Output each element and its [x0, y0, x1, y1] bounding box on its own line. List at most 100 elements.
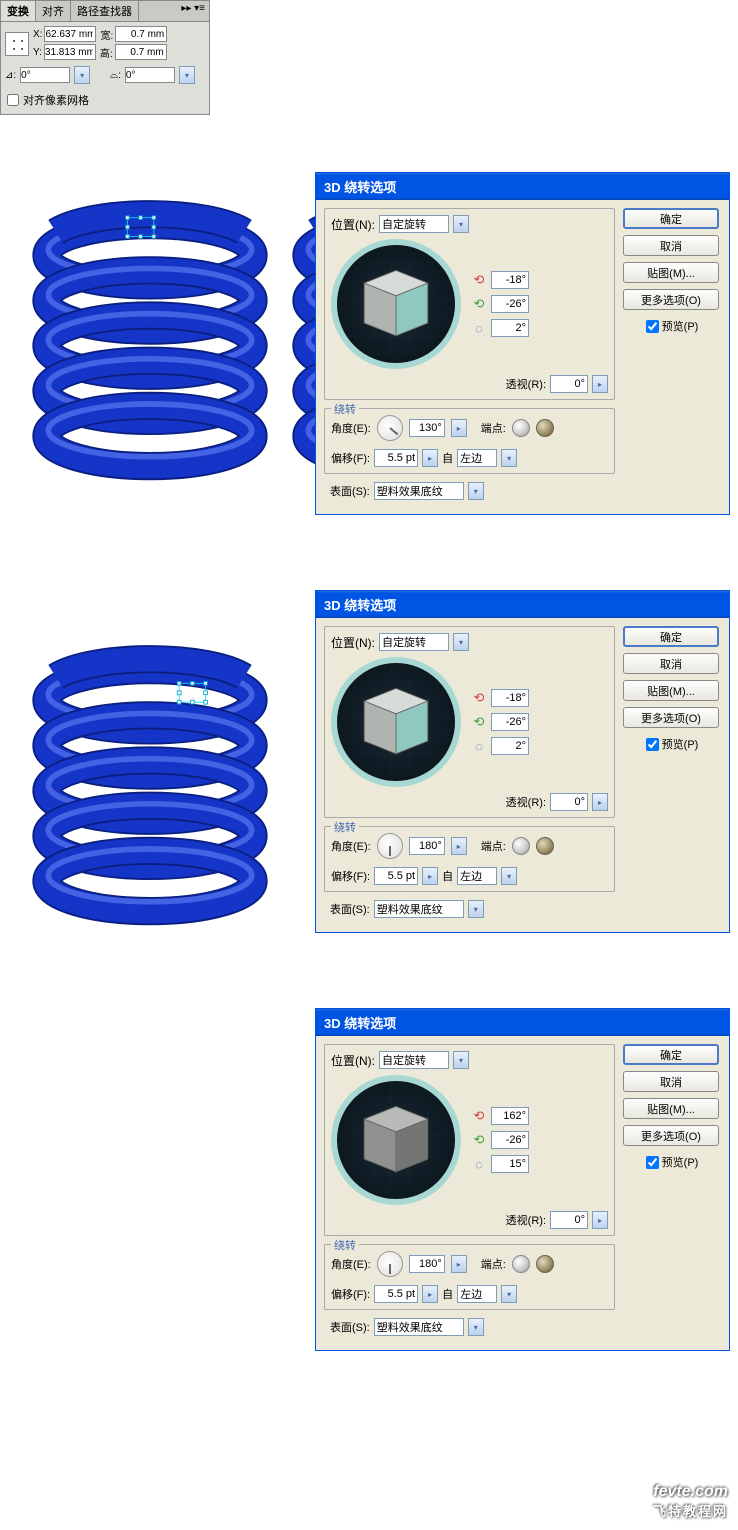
offset-stepper-icon[interactable]: ▸: [422, 867, 438, 885]
z-axis-input[interactable]: [491, 737, 529, 755]
align-pixel-checkbox[interactable]: [7, 94, 19, 106]
y-input[interactable]: [44, 44, 96, 60]
z-axis-input[interactable]: [491, 1155, 529, 1173]
x-axis-input[interactable]: [491, 271, 529, 289]
cancel-button[interactable]: 取消: [623, 1071, 719, 1092]
perspective-stepper-icon[interactable]: ▸: [592, 375, 608, 393]
offset-input[interactable]: [374, 1285, 418, 1303]
w-input[interactable]: [115, 26, 167, 42]
position-select[interactable]: 自定旋转: [379, 215, 449, 233]
perspective-input[interactable]: [550, 375, 588, 393]
angle-stepper-icon[interactable]: ▸: [451, 837, 467, 855]
endpoint-left-icon[interactable]: [512, 1255, 530, 1273]
h-input[interactable]: [115, 44, 167, 60]
endpoint-label: 端点:: [481, 1256, 506, 1272]
reference-point-widget[interactable]: [5, 32, 29, 56]
cube-preview-track[interactable]: [331, 1075, 461, 1205]
from-select[interactable]: 左边: [457, 867, 497, 885]
y-axis-input[interactable]: [491, 1131, 529, 1149]
surface-select[interactable]: 塑料效果底纹: [374, 482, 464, 500]
perspective-stepper-icon[interactable]: ▸: [592, 793, 608, 811]
shear-dropdown-icon[interactable]: ▾: [179, 66, 195, 84]
endpoint-right-icon[interactable]: [536, 1255, 554, 1273]
x-axis-input[interactable]: [491, 1107, 529, 1125]
position-dropdown-icon[interactable]: ▾: [453, 633, 469, 651]
from-dropdown-icon[interactable]: ▾: [501, 449, 517, 467]
endpoint-right-icon[interactable]: [536, 837, 554, 855]
ok-button[interactable]: 确定: [623, 626, 719, 647]
cancel-button[interactable]: 取消: [623, 235, 719, 256]
position-label: 位置(N):: [331, 216, 375, 233]
tab-transform[interactable]: 变换: [1, 1, 36, 21]
rotate-input[interactable]: [20, 67, 70, 83]
preview-checkbox[interactable]: [646, 738, 659, 751]
from-select[interactable]: 左边: [457, 1285, 497, 1303]
angle-input[interactable]: [409, 837, 445, 855]
offset-input[interactable]: [374, 449, 418, 467]
tab-align[interactable]: 对齐: [36, 1, 71, 21]
angle-dial[interactable]: .rot-dial::after{transform:translateX(-5…: [377, 833, 403, 859]
tab-pathfinder[interactable]: 路径查找器: [71, 1, 139, 21]
x-axis-icon: ⟲: [471, 1108, 487, 1124]
shear-input[interactable]: [125, 67, 175, 83]
map-button[interactable]: 贴图(M)...: [623, 262, 719, 283]
cube-preview-track[interactable]: [331, 239, 461, 369]
surface-dropdown-icon[interactable]: ▾: [468, 482, 484, 500]
from-dropdown-icon[interactable]: ▾: [501, 867, 517, 885]
more-options-button[interactable]: 更多选项(O): [623, 1125, 719, 1146]
from-select[interactable]: 左边: [457, 449, 497, 467]
position-dropdown-icon[interactable]: ▾: [453, 215, 469, 233]
cube-preview-track[interactable]: [331, 657, 461, 787]
angle-dial[interactable]: .rot-dial::after{transform:translateX(-5…: [377, 415, 403, 441]
panel-menu-icon[interactable]: ▸▸ ▾≡: [177, 1, 209, 21]
offset-label: 偏移(F):: [331, 450, 370, 466]
surface-dropdown-icon[interactable]: ▾: [468, 900, 484, 918]
endpoint-left-icon[interactable]: [512, 837, 530, 855]
rotate-dropdown-icon[interactable]: ▾: [74, 66, 90, 84]
revolve-legend: 绕转: [331, 401, 359, 417]
ok-button[interactable]: 确定: [623, 208, 719, 229]
perspective-stepper-icon[interactable]: ▸: [592, 1211, 608, 1229]
offset-stepper-icon[interactable]: ▸: [422, 1285, 438, 1303]
y-axis-icon: ⟲: [471, 296, 487, 312]
dialog-titlebar[interactable]: 3D 绕转选项: [316, 173, 729, 200]
angle-dial[interactable]: .rot-dial::after{transform:translateX(-5…: [377, 1251, 403, 1277]
offset-input[interactable]: [374, 867, 418, 885]
position-select[interactable]: 自定旋转: [379, 1051, 449, 1069]
align-pixel-label: 对齐像素网格: [23, 92, 89, 108]
angle-stepper-icon[interactable]: ▸: [451, 1255, 467, 1273]
endpoint-left-icon[interactable]: [512, 419, 530, 437]
dialog-titlebar[interactable]: 3D 绕转选项: [316, 591, 729, 618]
map-button[interactable]: 贴图(M)...: [623, 1098, 719, 1119]
preview-checkbox[interactable]: [646, 320, 659, 333]
position-select[interactable]: 自定旋转: [379, 633, 449, 651]
perspective-input[interactable]: [550, 793, 588, 811]
endpoint-right-icon[interactable]: [536, 419, 554, 437]
from-dropdown-icon[interactable]: ▾: [501, 1285, 517, 1303]
y-axis-input[interactable]: [491, 713, 529, 731]
shear-icon: ⌓:: [110, 70, 121, 81]
z-axis-icon: ◌: [471, 1156, 487, 1172]
angle-input[interactable]: [409, 419, 445, 437]
surface-select[interactable]: 塑料效果底纹: [374, 1318, 464, 1336]
y-axis-input[interactable]: [491, 295, 529, 313]
offset-stepper-icon[interactable]: ▸: [422, 449, 438, 467]
perspective-label: 透视(R):: [506, 376, 546, 392]
position-dropdown-icon[interactable]: ▾: [453, 1051, 469, 1069]
z-axis-input[interactable]: [491, 319, 529, 337]
map-button[interactable]: 贴图(M)...: [623, 680, 719, 701]
cancel-button[interactable]: 取消: [623, 653, 719, 674]
angle-stepper-icon[interactable]: ▸: [451, 419, 467, 437]
surface-dropdown-icon[interactable]: ▾: [468, 1318, 484, 1336]
x-input[interactable]: [44, 26, 96, 42]
ok-button[interactable]: 确定: [623, 1044, 719, 1065]
more-options-button[interactable]: 更多选项(O): [623, 289, 719, 310]
offset-label: 偏移(F):: [331, 868, 370, 884]
surface-select[interactable]: 塑料效果底纹: [374, 900, 464, 918]
more-options-button[interactable]: 更多选项(O): [623, 707, 719, 728]
angle-input[interactable]: [409, 1255, 445, 1273]
preview-checkbox[interactable]: [646, 1156, 659, 1169]
dialog-titlebar[interactable]: 3D 绕转选项: [316, 1009, 729, 1036]
x-axis-input[interactable]: [491, 689, 529, 707]
perspective-input[interactable]: [550, 1211, 588, 1229]
